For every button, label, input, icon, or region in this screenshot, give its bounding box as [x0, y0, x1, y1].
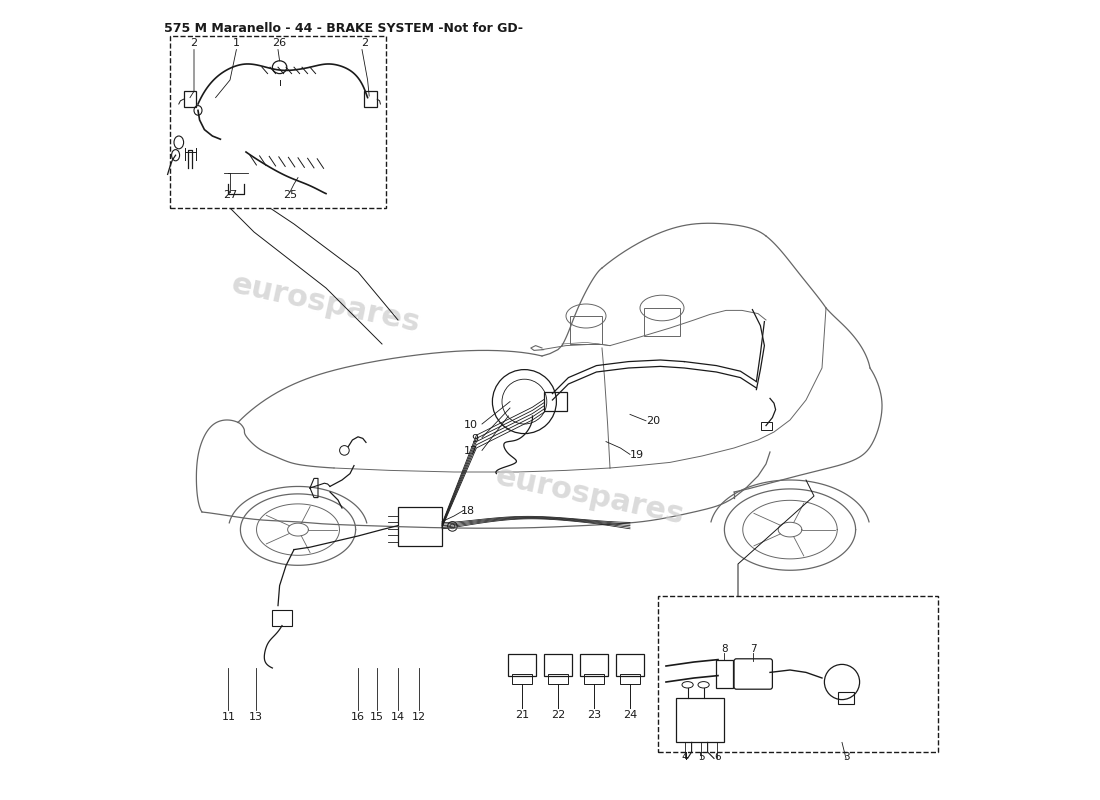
Text: eurospares: eurospares [493, 462, 688, 530]
Text: 8: 8 [722, 643, 728, 654]
Text: 26: 26 [273, 38, 287, 49]
Text: 575 M Maranello - 44 - BRAKE SYSTEM -Not for GD-: 575 M Maranello - 44 - BRAKE SYSTEM -Not… [164, 22, 524, 35]
Text: 14: 14 [390, 712, 405, 722]
Text: 9: 9 [471, 434, 478, 443]
Text: 6: 6 [714, 752, 720, 762]
Bar [580, 654, 608, 676]
Text: 19: 19 [630, 450, 645, 459]
Text: 20: 20 [646, 416, 660, 426]
Text: 2: 2 [190, 38, 198, 49]
Text: 2: 2 [361, 38, 368, 49]
Text: eurospares: eurospares [229, 270, 424, 338]
Bar [398, 507, 442, 546]
Bar [620, 674, 639, 684]
Bar [658, 596, 938, 752]
Bar [507, 654, 537, 676]
Bar [170, 36, 386, 208]
Text: 17: 17 [464, 446, 478, 456]
Bar [716, 659, 734, 688]
Text: 23: 23 [587, 710, 601, 720]
Text: 22: 22 [551, 710, 565, 720]
Bar [675, 698, 724, 742]
Bar [761, 422, 772, 430]
Text: 11: 11 [221, 712, 235, 722]
Text: 3: 3 [843, 752, 849, 762]
Text: 24: 24 [623, 710, 637, 720]
Text: 16: 16 [351, 712, 365, 722]
Text: 21: 21 [515, 710, 529, 720]
Text: 27: 27 [223, 190, 238, 200]
Bar [616, 654, 645, 676]
Text: 5: 5 [697, 752, 704, 762]
Text: 25: 25 [283, 190, 297, 200]
Bar [584, 674, 604, 684]
Text: 4: 4 [682, 752, 689, 762]
Text: 1: 1 [233, 38, 240, 49]
Bar [544, 392, 566, 411]
Bar [645, 308, 680, 336]
Bar [273, 610, 292, 626]
Bar [838, 691, 854, 705]
Text: 15: 15 [371, 712, 384, 722]
Bar [570, 316, 602, 344]
Bar [543, 654, 572, 676]
Text: 12: 12 [411, 712, 426, 722]
Bar [549, 674, 568, 684]
Text: 13: 13 [249, 712, 263, 722]
Text: 10: 10 [464, 420, 478, 430]
Bar [364, 91, 377, 107]
Bar [513, 674, 531, 684]
Bar [184, 91, 197, 107]
Text: 7: 7 [750, 643, 757, 654]
Text: 18: 18 [461, 506, 474, 516]
